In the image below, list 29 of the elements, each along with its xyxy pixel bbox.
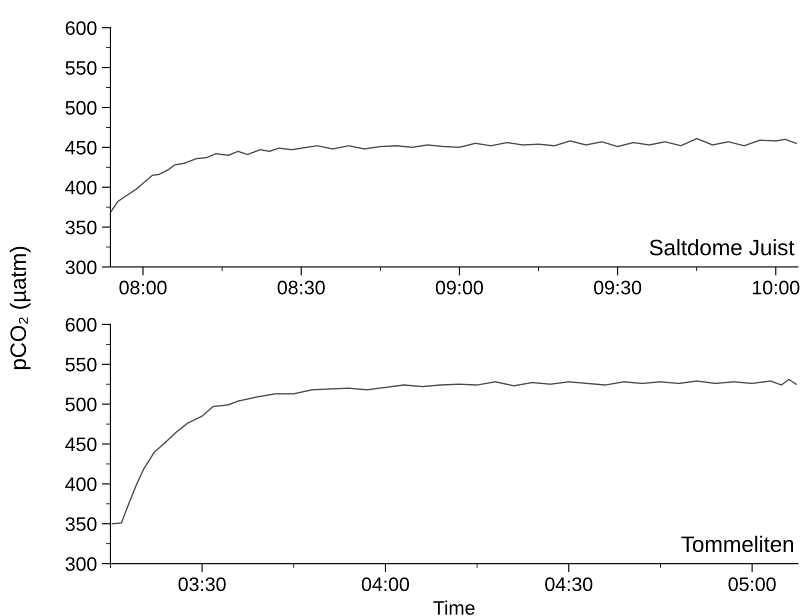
y-tick-label: 600	[66, 21, 96, 35]
x-tick-label: 08:30	[278, 280, 325, 294]
x-tick-label: 10:00	[752, 280, 800, 294]
x-tick-label: 09:00	[436, 280, 483, 294]
y-tick-label: 350	[66, 517, 96, 531]
x-axis-title: Time	[433, 600, 475, 615]
x-tick-label: 04:30	[545, 577, 592, 592]
y-tick-label: 500	[66, 100, 96, 115]
y-tick-label: 550	[66, 358, 96, 372]
y-axis-title: pCO₂ (µatm)	[10, 246, 31, 370]
y-tick-label: 450	[65, 140, 96, 155]
y-tick-label: 400	[65, 477, 96, 492]
text: Tommeliten	[681, 536, 794, 552]
text: Saltdome Juist	[650, 239, 794, 256]
line-series	[110, 138, 798, 212]
y-tick-label: 300	[66, 557, 96, 571]
y-tick-label: 500	[66, 398, 96, 412]
y-tick-label: 450	[65, 437, 96, 452]
line-series	[112, 378, 797, 524]
y-tick-label: 400	[65, 180, 96, 194]
y-tick-label: 550	[66, 61, 96, 75]
x-tick-label: 08:00	[119, 280, 167, 294]
x-tick-label: 09:30	[594, 280, 642, 294]
y-tick-label: 600	[66, 318, 96, 332]
y-tick-label: 300	[66, 260, 96, 274]
y-tick-label: 350	[66, 220, 96, 234]
x-tick-label: 03:30	[178, 577, 226, 592]
x-tick-label: 04:00	[362, 577, 409, 592]
x-tick-label: 05:00	[728, 577, 776, 592]
